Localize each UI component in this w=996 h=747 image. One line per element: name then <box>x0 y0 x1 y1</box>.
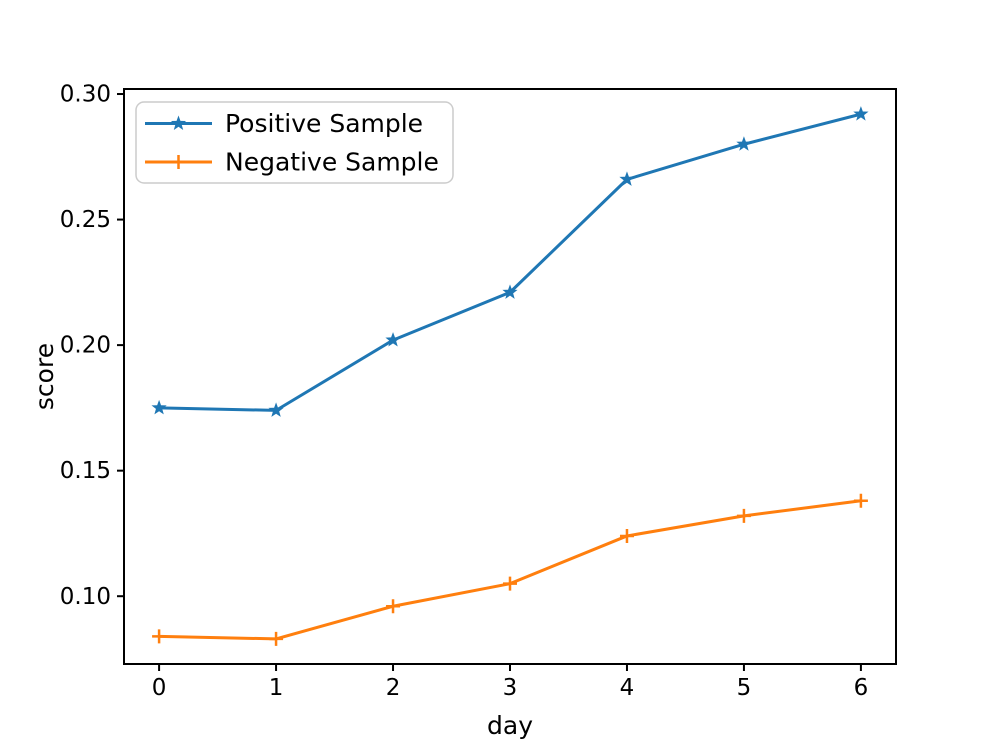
plus-marker-icon <box>503 576 517 591</box>
plus-marker-icon <box>152 629 167 644</box>
x-tick-label: 1 <box>269 675 284 701</box>
plus-marker-icon <box>736 508 751 523</box>
legend: Positive Sample Negative Sample <box>135 101 454 184</box>
legend-entry-negative-sample: Negative Sample <box>145 148 439 177</box>
x-tick-label: 6 <box>854 675 869 701</box>
star-marker-icon <box>268 402 284 417</box>
x-axis-label: day <box>487 711 533 740</box>
y-axis-label: score <box>30 343 59 410</box>
x-tick-label: 3 <box>503 675 518 701</box>
star-marker-icon <box>853 106 869 121</box>
plus-marker-icon <box>171 155 186 169</box>
star-marker-icon <box>151 399 167 415</box>
star-marker-icon <box>736 136 752 151</box>
plus-marker-icon <box>619 528 634 543</box>
y-tick-label: 0.10 <box>60 584 111 610</box>
star-marker-icon <box>619 171 635 186</box>
legend-box <box>135 101 454 184</box>
plus-marker-icon <box>171 155 186 169</box>
legend-label: Negative Sample <box>225 148 439 177</box>
star-marker-icon <box>385 332 401 347</box>
plot-area: 0 1 2 3 4 5 6 0.10 0.15 0.20 0.25 0.30 <box>60 82 897 701</box>
y-tick-label: 0.25 <box>60 207 111 233</box>
legend-entry-positive-sample: Positive Sample <box>145 109 423 138</box>
y-tick-label: 0.30 <box>60 82 111 108</box>
x-tick-label: 5 <box>737 675 752 701</box>
star-marker-icon <box>170 115 187 130</box>
plus-marker-icon <box>853 493 868 508</box>
y-tick-label: 0.15 <box>60 458 111 484</box>
y-tick-label: 0.20 <box>60 333 111 359</box>
x-tick-label: 2 <box>386 675 401 701</box>
star-marker-icon <box>502 284 518 299</box>
x-tick-label: 0 <box>152 675 167 701</box>
legend-label: Positive Sample <box>225 109 423 138</box>
series-line-negative-sample <box>159 499 862 641</box>
plus-marker-icon <box>269 631 284 646</box>
star-marker-icon <box>170 115 187 130</box>
plus-marker-icon <box>386 599 401 614</box>
x-tick-label: 4 <box>620 675 635 701</box>
